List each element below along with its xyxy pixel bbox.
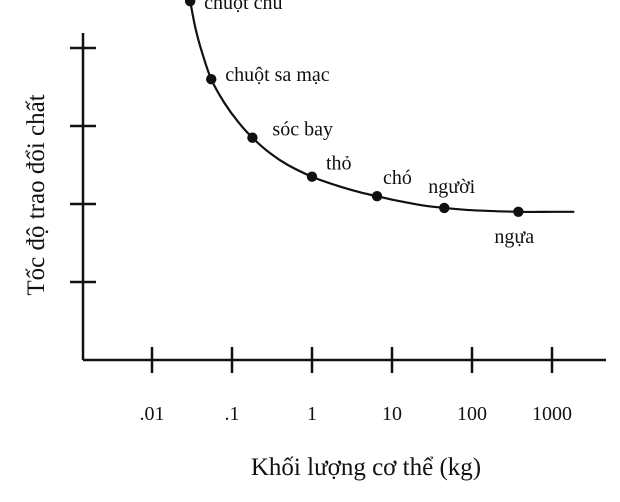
x-tick-label: 1 (307, 403, 317, 425)
data-point-label: chuột chù (204, 0, 282, 14)
metabolic-rate-curve (188, 0, 575, 214)
x-tick-label: 10 (382, 403, 402, 425)
data-point-label: thỏ (326, 153, 352, 175)
x-tick-label: .01 (140, 403, 165, 425)
data-point (247, 132, 258, 143)
data-point (371, 191, 383, 202)
x-axis-title: Khối lượng cơ thể (kg) (251, 454, 481, 481)
y-axis-title: Tốc độ trao đổi chất (23, 94, 50, 295)
data-point-label: sóc bay (272, 119, 333, 141)
data-point (439, 202, 450, 214)
data-point-label: chó (383, 167, 412, 189)
data-point-label: ngựa (494, 226, 534, 248)
data-point (206, 74, 217, 85)
axis-layer: .01 .1 1 10 100 1000 (70, 33, 606, 425)
x-tick-label: .1 (225, 403, 240, 425)
x-tick-label: 1000 (532, 403, 572, 425)
points-layer: chuột chù chuột sa mạc sóc bay thỏ chó người n… (184, 0, 534, 248)
data-point-label: người (428, 176, 475, 198)
data-point-label: chuột sa mạc (225, 64, 330, 86)
data-point (306, 171, 318, 182)
curve-layer (188, 0, 575, 214)
x-tick-label: 100 (457, 403, 487, 425)
data-point (184, 0, 196, 7)
data-point (513, 206, 524, 217)
